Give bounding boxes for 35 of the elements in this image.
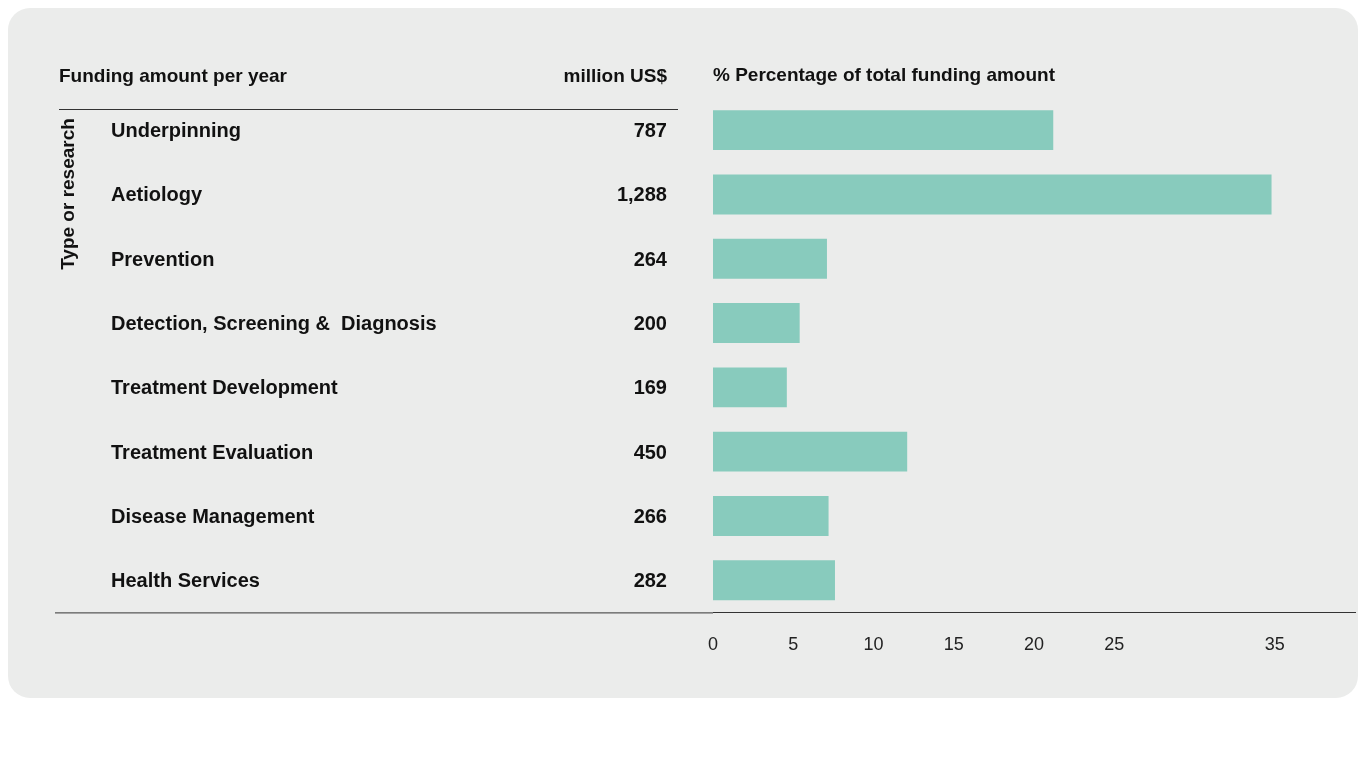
x-tick-label: 25: [1104, 634, 1125, 655]
category-label: Aetiology: [111, 182, 203, 207]
x-axis-title: % Percentage of total funding amount: [713, 64, 1056, 86]
text: Type or research: [56, 118, 79, 271]
text: million US$: [563, 64, 667, 88]
data-label: 169: [633, 375, 667, 400]
bar: [713, 367, 787, 408]
x-tick-label: 15: [943, 634, 964, 655]
category-label: Underpinning: [111, 118, 241, 143]
data-label: 266: [633, 503, 667, 528]
category-label: Detection, Screening & Diagnosis: [111, 311, 437, 336]
category-label: Disease Management: [111, 503, 315, 528]
text: Funding amount per year: [59, 64, 288, 88]
x-tick-label: 20: [1023, 634, 1045, 655]
data-label: 787: [633, 118, 667, 143]
bar: [713, 174, 1272, 215]
data-label: 450: [633, 439, 667, 464]
data-label: 264: [633, 246, 667, 271]
data-label: 282: [633, 568, 667, 593]
bar: [713, 110, 1054, 151]
data-label: 200: [633, 311, 667, 336]
data-label: 1,288: [616, 182, 667, 207]
bar: [713, 303, 800, 343]
bar: [713, 431, 908, 472]
bar: [713, 238, 827, 279]
category-label: Health Services: [111, 568, 260, 593]
x-tick-label: 5: [788, 634, 799, 655]
x-tick-label: 10: [863, 634, 884, 655]
category-label: Treatment Evaluation: [111, 439, 314, 464]
bar: [713, 496, 829, 536]
x-tick-label: 35: [1264, 634, 1285, 655]
bar: [713, 560, 835, 601]
category-label: Prevention: [111, 246, 215, 271]
x-tick-label: 0: [707, 634, 719, 655]
category-label: Treatment Development: [111, 375, 338, 400]
